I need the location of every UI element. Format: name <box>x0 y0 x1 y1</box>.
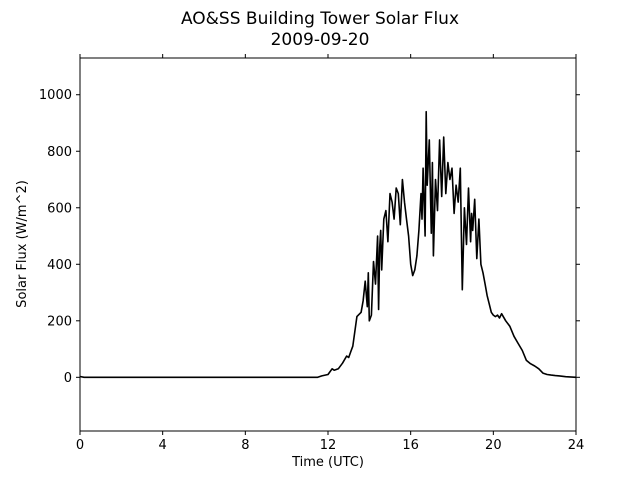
x-tick-label: 0 <box>76 438 84 453</box>
x-tick-label: 20 <box>485 438 502 453</box>
y-axis-label: Solar Flux (W/m^2) <box>15 180 30 308</box>
x-tick-label: 16 <box>402 438 419 453</box>
x-axis-label: Time (UTC) <box>291 455 364 470</box>
y-tick-label: 0 <box>64 371 72 386</box>
y-axis-ticks: 0 200 400 600 800 1000 <box>39 88 580 386</box>
plot-area <box>80 58 576 431</box>
x-tick-label: 12 <box>320 438 337 453</box>
chart-subtitle: 2009-09-20 <box>271 30 370 50</box>
x-axis-ticks: 0 4 8 12 16 20 24 <box>76 54 584 453</box>
y-tick-label: 1000 <box>39 88 72 103</box>
x-tick-label: 24 <box>568 438 585 453</box>
x-tick-label: 4 <box>159 438 167 453</box>
solar-flux-line <box>79 110 577 379</box>
data-layer <box>79 110 577 379</box>
y-tick-label: 800 <box>47 145 72 160</box>
chart-title: AO&SS Building Tower Solar Flux <box>181 9 459 29</box>
y-tick-label: 400 <box>47 258 72 273</box>
y-tick-label: 200 <box>47 314 72 329</box>
y-tick-label: 600 <box>47 201 72 216</box>
x-tick-label: 8 <box>241 438 249 453</box>
